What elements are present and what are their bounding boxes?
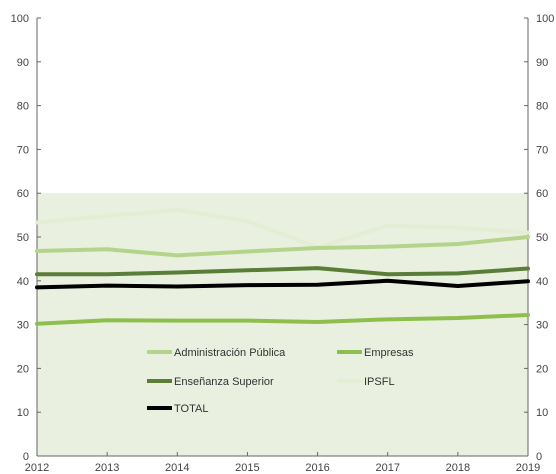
y-tick-label-right: 90 [536, 57, 548, 69]
y-tick-label-left: 50 [17, 232, 29, 244]
legend-label-0: Administración Pública [174, 347, 286, 359]
x-tick-label: 2016 [305, 462, 329, 474]
y-tick-label-right: 70 [536, 144, 548, 156]
y-tick-label-right: 40 [536, 276, 548, 288]
series-line-4 [35, 278, 530, 290]
y-tick-label-right: 30 [536, 320, 548, 332]
x-tick-label: 2013 [95, 462, 119, 474]
series-line-3 [35, 207, 530, 250]
y-tick-label-right: 20 [536, 363, 548, 375]
y-tick-label-left: 100 [11, 13, 29, 25]
y-tick-label-right: 0 [536, 451, 542, 463]
x-tick-label: 2012 [25, 462, 49, 474]
legend-label-1: Empresas [364, 347, 414, 359]
plot-shaded-band [37, 193, 528, 456]
series-line-0 [35, 235, 530, 258]
series-line-1 [35, 312, 530, 326]
y-tick-label-right: 10 [536, 407, 548, 419]
x-tick-label: 2014 [165, 462, 189, 474]
y-tick-label-right: 60 [536, 188, 548, 200]
y-tick-label-left: 30 [17, 320, 29, 332]
y-tick-label-left: 0 [23, 451, 29, 463]
legend-label-2: Enseñanza Superior [174, 376, 274, 388]
y-tick-label-right: 50 [536, 232, 548, 244]
y-tick-label-left: 80 [17, 101, 29, 113]
x-tick-label: 2019 [516, 462, 540, 474]
y-tick-label-right: 100 [536, 13, 554, 25]
y-tick-label-left: 10 [17, 407, 29, 419]
axes: 0 0 10 10 20 20 30 30 40 40 50 50 60 60 70 70 80 80 90 90 10… [11, 13, 555, 474]
x-tick-label: 2018 [446, 462, 470, 474]
legend-label-4: TOTAL [174, 403, 208, 415]
y-tick-label-right: 80 [536, 101, 548, 113]
series-line-2 [35, 266, 530, 277]
y-tick-label-left: 40 [17, 276, 29, 288]
series-lines [35, 207, 530, 326]
y-tick-label-left: 70 [17, 144, 29, 156]
legend: Administración Pública Empresas Enseñanza … [147, 347, 414, 415]
legend-label-3: IPSFL [364, 376, 395, 388]
y-tick-label-left: 90 [17, 57, 29, 69]
y-tick-label-left: 20 [17, 363, 29, 375]
y-tick-label-left: 60 [17, 188, 29, 200]
x-tick-label: 2017 [375, 462, 399, 474]
x-tick-label: 2015 [235, 462, 259, 474]
